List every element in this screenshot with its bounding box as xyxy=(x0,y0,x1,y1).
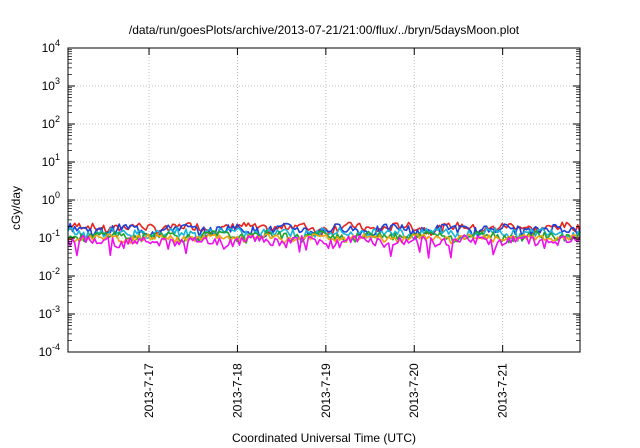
series-line xyxy=(67,226,581,243)
series-line xyxy=(67,230,581,244)
x-axis: 2013-7-17 2013-7-18 2013-7-19 2013-7-20 2013… xyxy=(142,48,510,418)
y-tick-label: 103 xyxy=(42,76,60,93)
y-tick-label: 10-1 xyxy=(39,228,60,245)
x-tick-label: 2013-7-17 xyxy=(142,363,156,418)
y-tick-label: 10-2 xyxy=(39,266,60,283)
y-axis-label: cGy/day xyxy=(9,186,23,230)
plot-frame xyxy=(67,47,581,353)
x-tick-label: 2013-7-18 xyxy=(230,363,244,418)
x-tick-label: 2013-7-21 xyxy=(496,363,510,418)
series-line xyxy=(67,233,581,245)
y-tick-label: 10-3 xyxy=(39,304,60,321)
series-layer xyxy=(67,221,581,259)
y-tick-label: 10-4 xyxy=(39,342,60,359)
y-tick-label: 102 xyxy=(42,114,60,131)
series-line xyxy=(67,234,581,259)
x-axis-label: Coordinated Universal Time (UTC) xyxy=(232,431,416,445)
x-tick-label: 2013-7-19 xyxy=(319,363,333,418)
y-tick-label: 104 xyxy=(42,38,60,55)
y-tick-label: 100 xyxy=(42,190,60,207)
y-tick-label: 101 xyxy=(42,152,60,169)
grid xyxy=(68,48,580,352)
x-tick-label: 2013-7-20 xyxy=(407,363,421,418)
chart-title: /data/run/goesPlots/archive/2013-07-21/2… xyxy=(129,23,520,37)
